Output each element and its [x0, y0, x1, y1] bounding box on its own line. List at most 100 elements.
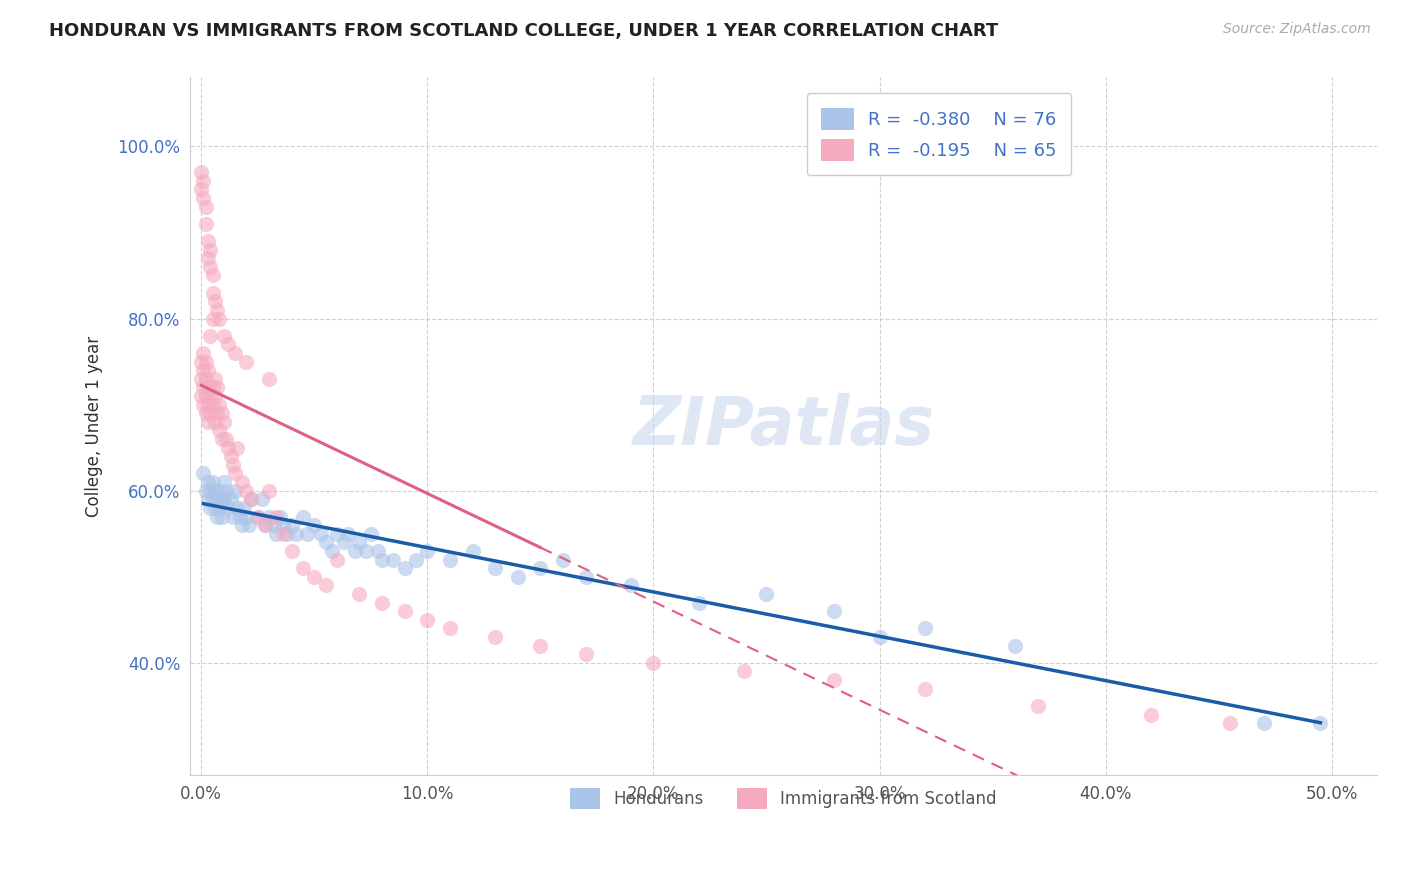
Point — [217, 500, 239, 515]
Point — [869, 630, 891, 644]
Point — [823, 604, 845, 618]
Point — [197, 380, 219, 394]
Point — [212, 328, 235, 343]
Point — [208, 398, 231, 412]
Point — [405, 552, 427, 566]
Point — [1309, 716, 1331, 731]
Point — [914, 622, 936, 636]
Point — [297, 526, 319, 541]
Point — [205, 380, 228, 394]
Point — [276, 526, 298, 541]
Point — [309, 526, 332, 541]
Point — [360, 526, 382, 541]
Point — [190, 182, 212, 196]
Point — [190, 165, 212, 179]
Point — [224, 346, 246, 360]
Point — [529, 639, 551, 653]
Point — [439, 552, 461, 566]
Point — [235, 509, 257, 524]
Point — [200, 260, 222, 274]
Point — [257, 483, 280, 498]
Point — [321, 544, 343, 558]
Point — [349, 587, 371, 601]
Point — [219, 492, 242, 507]
Point — [257, 372, 280, 386]
Point — [219, 450, 242, 464]
Point — [315, 578, 337, 592]
Point — [193, 398, 215, 412]
Point — [200, 500, 222, 515]
Point — [193, 467, 215, 481]
Point — [239, 492, 262, 507]
Point — [226, 441, 249, 455]
Point — [197, 363, 219, 377]
Point — [194, 389, 217, 403]
Point — [194, 217, 217, 231]
Point — [193, 363, 215, 377]
Point — [197, 398, 219, 412]
Point — [529, 561, 551, 575]
Y-axis label: College, Under 1 year: College, Under 1 year — [86, 335, 103, 516]
Point — [200, 406, 222, 420]
Point — [215, 432, 238, 446]
Point — [205, 302, 228, 317]
Point — [193, 191, 215, 205]
Point — [257, 509, 280, 524]
Point — [222, 458, 245, 472]
Point — [304, 518, 326, 533]
Point — [204, 294, 226, 309]
Text: HONDURAN VS IMMIGRANTS FROM SCOTLAND COLLEGE, UNDER 1 YEAR CORRELATION CHART: HONDURAN VS IMMIGRANTS FROM SCOTLAND COL… — [49, 22, 998, 40]
Point — [733, 665, 755, 679]
Point — [224, 467, 246, 481]
Point — [190, 389, 212, 403]
Point — [197, 415, 219, 429]
Point — [204, 500, 226, 515]
Point — [343, 544, 366, 558]
Point — [205, 406, 228, 420]
Point — [280, 518, 302, 533]
Point — [620, 578, 643, 592]
Point — [326, 526, 349, 541]
Point — [197, 234, 219, 248]
Point — [194, 354, 217, 368]
Point — [238, 518, 260, 533]
Point — [194, 200, 217, 214]
Point — [1026, 698, 1049, 713]
Point — [215, 483, 238, 498]
Point — [231, 475, 253, 489]
Point — [233, 500, 256, 515]
Point — [200, 328, 222, 343]
Point — [204, 415, 226, 429]
Point — [212, 492, 235, 507]
Point — [253, 518, 276, 533]
Text: ZIPatlas: ZIPatlas — [633, 393, 935, 459]
Point — [201, 492, 224, 507]
Point — [204, 372, 226, 386]
Point — [349, 535, 371, 549]
Point — [285, 526, 308, 541]
Point — [291, 509, 314, 524]
Point — [193, 174, 215, 188]
Point — [217, 441, 239, 455]
Point — [190, 354, 212, 368]
Point — [356, 544, 378, 558]
Point — [211, 406, 233, 420]
Point — [200, 483, 222, 498]
Point — [204, 483, 226, 498]
Point — [484, 630, 506, 644]
Point — [264, 526, 287, 541]
Point — [208, 311, 231, 326]
Point — [193, 380, 215, 394]
Point — [201, 285, 224, 300]
Point — [263, 518, 285, 533]
Point — [194, 406, 217, 420]
Point — [484, 561, 506, 575]
Point — [201, 475, 224, 489]
Point — [253, 518, 276, 533]
Point — [217, 337, 239, 351]
Point — [197, 252, 219, 266]
Point — [506, 570, 529, 584]
Point — [211, 509, 233, 524]
Point — [914, 681, 936, 696]
Point — [212, 415, 235, 429]
